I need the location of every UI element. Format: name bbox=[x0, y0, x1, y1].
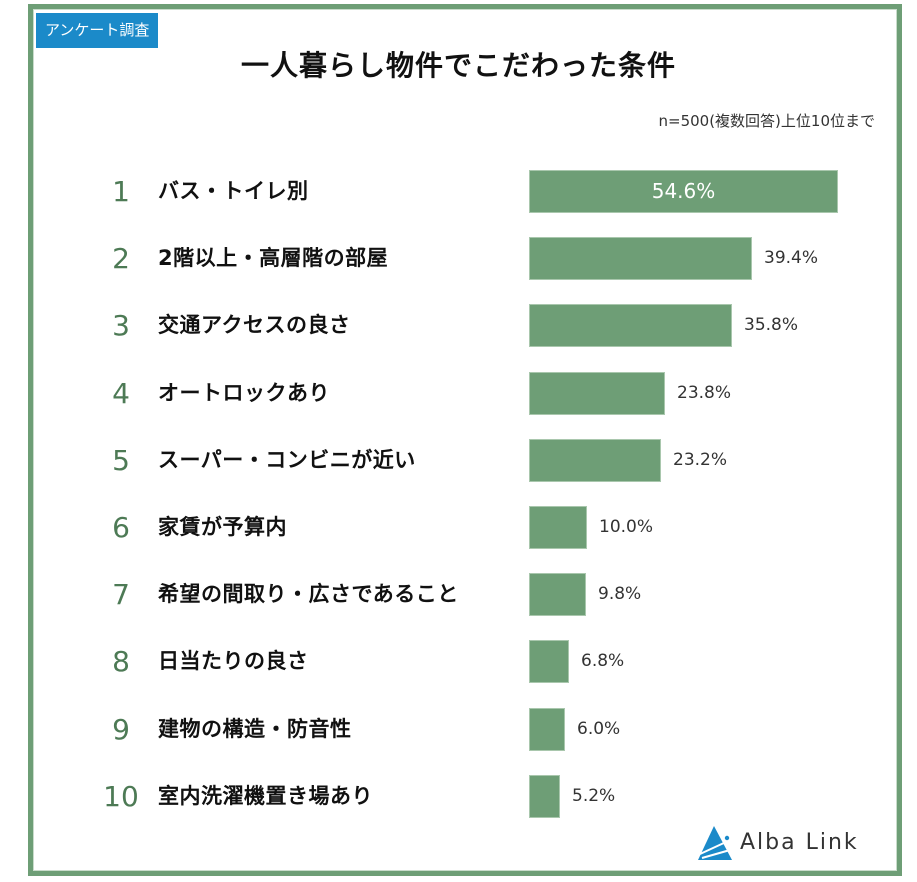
rank-number: 10 bbox=[103, 780, 139, 813]
bar-row: 7 希望の間取り・広さであること 9.8% bbox=[0, 574, 917, 615]
sample-note: n=500(複数回答)上位10位まで bbox=[658, 112, 876, 130]
condition-label: 2階以上・高層階の部屋 bbox=[158, 246, 389, 270]
bar-row: 9 建物の構造・防音性 6.0% bbox=[0, 709, 917, 750]
chart-title: 一人暮らし物件でこだわった条件 bbox=[240, 49, 676, 82]
value-label: 39.4% bbox=[764, 248, 819, 268]
brand-name: Alba Link bbox=[740, 830, 859, 855]
condition-label: スーパー・コンビニが近い bbox=[158, 448, 416, 472]
condition-label: 日当たりの良さ bbox=[158, 649, 309, 673]
rank-number: 8 bbox=[112, 645, 130, 678]
value-label: 9.8% bbox=[598, 584, 642, 604]
rank-number: 2 bbox=[112, 242, 130, 275]
bar-row: 2 2階以上・高層階の部屋 39.4% bbox=[0, 238, 917, 279]
bar bbox=[530, 238, 751, 279]
bar-row: 6 家賃が予算内 10.0% bbox=[0, 507, 917, 548]
rank-number: 9 bbox=[112, 713, 130, 746]
chart-frame bbox=[28, 4, 902, 876]
value-label: 6.8% bbox=[581, 651, 625, 671]
value-label: 54.6% bbox=[651, 179, 716, 203]
value-label: 6.0% bbox=[577, 719, 621, 739]
value-label: 23.8% bbox=[677, 383, 732, 403]
brand-logo: Alba Link bbox=[696, 824, 896, 864]
bar-row: 3 交通アクセスの良さ 35.8% bbox=[0, 305, 917, 346]
bar bbox=[530, 776, 559, 817]
condition-label: オートロックあり bbox=[158, 381, 330, 405]
bar-row: 5 スーパー・コンビニが近い 23.2% bbox=[0, 440, 917, 481]
bar-row: 10 室内洗濯機置き場あり 5.2% bbox=[0, 776, 917, 817]
alba-link-logo-icon bbox=[698, 826, 732, 860]
value-label: 5.2% bbox=[572, 786, 616, 806]
bar bbox=[530, 574, 585, 615]
bar bbox=[530, 373, 664, 414]
bar-row: 8 日当たりの良さ 6.8% bbox=[0, 641, 917, 682]
bar bbox=[530, 641, 568, 682]
bar bbox=[530, 305, 731, 346]
survey-badge: アンケート調査 bbox=[36, 13, 159, 48]
bar-row: 1 バス・トイレ別 54.6% bbox=[0, 171, 917, 212]
bar bbox=[530, 171, 837, 212]
rank-number: 1 bbox=[112, 175, 130, 208]
bar bbox=[530, 709, 564, 750]
rank-number: 3 bbox=[112, 309, 130, 342]
rank-number: 6 bbox=[112, 511, 130, 544]
bar bbox=[530, 507, 586, 548]
rank-number: 4 bbox=[112, 377, 130, 410]
condition-label: バス・トイレ別 bbox=[158, 179, 309, 203]
bar bbox=[530, 440, 660, 481]
value-label: 10.0% bbox=[599, 517, 654, 537]
value-label: 23.2% bbox=[673, 450, 728, 470]
value-label: 35.8% bbox=[744, 315, 799, 335]
condition-label: 希望の間取り・広さであること bbox=[158, 582, 459, 606]
condition-label: 交通アクセスの良さ bbox=[158, 313, 351, 337]
bar-row: 4 オートロックあり 23.8% bbox=[0, 373, 917, 414]
condition-label: 建物の構造・防音性 bbox=[158, 717, 352, 741]
condition-label: 室内洗濯機置き場あり bbox=[158, 784, 373, 808]
rank-number: 5 bbox=[112, 444, 130, 477]
rank-number: 7 bbox=[112, 578, 130, 611]
condition-label: 家賃が予算内 bbox=[158, 515, 287, 539]
